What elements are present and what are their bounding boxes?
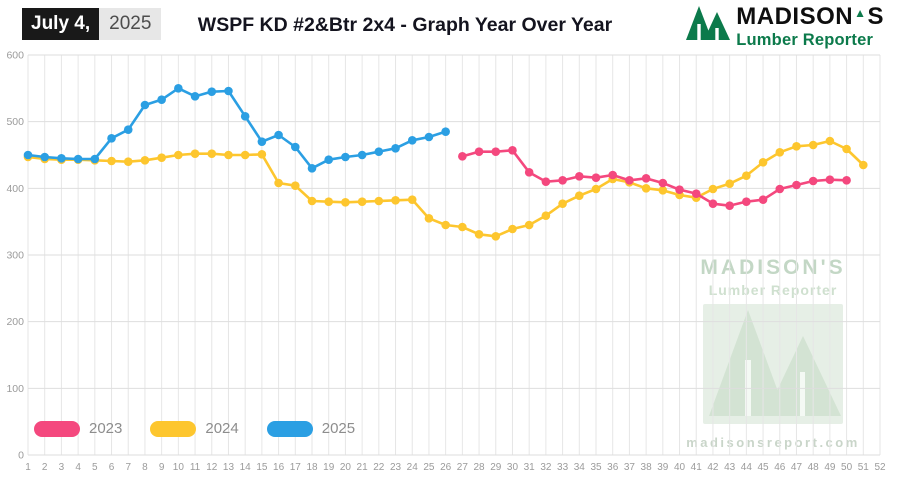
legend-swatch-2025: [266, 420, 313, 437]
svg-text:500: 500: [6, 116, 24, 128]
legend-swatch-2024: [150, 420, 197, 437]
date-badge-year: 2025: [99, 8, 162, 40]
logo-text: MADISON▲S Lumber Reporter: [736, 5, 884, 50]
logo-subtitle: Lumber Reporter: [736, 31, 874, 49]
svg-text:100: 100: [6, 383, 24, 395]
watermark: MADISON'S Lumber Reporter madisonsreport…: [684, 256, 862, 450]
svg-text:44: 44: [741, 462, 753, 473]
watermark-url: madisonsreport.com: [686, 435, 860, 450]
svg-text:41: 41: [691, 462, 703, 473]
watermark-trees-icon: [684, 304, 862, 429]
svg-text:24: 24: [407, 462, 419, 473]
svg-text:20: 20: [340, 462, 352, 473]
svg-text:21: 21: [357, 462, 369, 473]
logo-apostrophe-tree-icon: ▲: [854, 6, 867, 20]
svg-text:36: 36: [607, 462, 619, 473]
svg-text:28: 28: [473, 462, 485, 473]
legend-item-2024: 2024: [150, 420, 239, 437]
svg-text:22: 22: [373, 462, 385, 473]
date-badge: July 4, 2025: [22, 8, 162, 40]
svg-text:3: 3: [59, 462, 65, 473]
svg-text:19: 19: [323, 462, 335, 473]
svg-text:18: 18: [306, 462, 318, 473]
svg-text:2: 2: [42, 462, 48, 473]
watermark-brand: MADISON'S: [700, 256, 846, 279]
svg-text:600: 600: [6, 50, 24, 62]
svg-text:14: 14: [240, 462, 252, 473]
date-badge-day: July 4,: [22, 8, 100, 40]
logo-trees-icon: [685, 5, 731, 46]
svg-text:0: 0: [18, 450, 24, 462]
svg-text:38: 38: [641, 462, 653, 473]
svg-text:16: 16: [273, 462, 285, 473]
svg-text:43: 43: [724, 462, 736, 473]
svg-text:9: 9: [159, 462, 165, 473]
svg-text:42: 42: [707, 462, 719, 473]
legend-swatch-2023: [34, 420, 80, 437]
legend: 2023 2024 2025: [34, 420, 355, 437]
svg-text:32: 32: [540, 462, 552, 473]
legend-label-2023: 2023: [89, 420, 123, 437]
svg-text:17: 17: [290, 462, 302, 473]
svg-text:300: 300: [6, 250, 24, 262]
svg-text:35: 35: [590, 462, 602, 473]
svg-text:7: 7: [125, 462, 131, 473]
svg-text:30: 30: [507, 462, 519, 473]
logo-wordmark: MADISON▲S: [736, 3, 884, 30]
svg-text:48: 48: [808, 462, 820, 473]
legend-item-2025: 2025: [266, 420, 356, 437]
page-title: WSPF KD #2&Btr 2x4 - Graph Year Over Yea…: [197, 14, 613, 36]
svg-text:29: 29: [490, 462, 502, 473]
svg-text:400: 400: [6, 183, 24, 195]
svg-text:47: 47: [791, 462, 803, 473]
svg-text:11: 11: [190, 462, 201, 473]
svg-text:23: 23: [390, 462, 402, 473]
svg-text:15: 15: [256, 462, 268, 473]
svg-text:50: 50: [841, 462, 853, 473]
svg-text:34: 34: [574, 462, 586, 473]
svg-text:5: 5: [92, 462, 98, 473]
madisons-logo: MADISON▲S Lumber Reporter: [685, 5, 884, 50]
legend-item-2023: 2023: [34, 420, 122, 437]
svg-text:46: 46: [774, 462, 786, 473]
watermark-subtitle: Lumber Reporter: [708, 282, 838, 298]
svg-text:40: 40: [674, 462, 686, 473]
svg-text:45: 45: [757, 462, 769, 473]
legend-label-2024: 2024: [205, 420, 239, 437]
svg-text:6: 6: [109, 462, 115, 473]
svg-text:25: 25: [423, 462, 435, 473]
svg-text:37: 37: [624, 462, 636, 473]
svg-text:1: 1: [25, 462, 31, 473]
svg-text:8: 8: [142, 462, 148, 473]
svg-text:31: 31: [524, 462, 536, 473]
svg-text:200: 200: [6, 316, 24, 328]
svg-text:26: 26: [440, 462, 452, 473]
svg-text:13: 13: [223, 462, 235, 473]
svg-text:27: 27: [457, 462, 469, 473]
svg-text:49: 49: [824, 462, 836, 473]
svg-text:4: 4: [75, 462, 81, 473]
svg-text:10: 10: [173, 462, 185, 473]
svg-text:12: 12: [206, 462, 218, 473]
svg-text:52: 52: [874, 462, 886, 473]
svg-text:39: 39: [657, 462, 669, 473]
svg-text:33: 33: [557, 462, 569, 473]
svg-text:51: 51: [858, 462, 870, 473]
legend-label-2025: 2025: [321, 420, 356, 437]
